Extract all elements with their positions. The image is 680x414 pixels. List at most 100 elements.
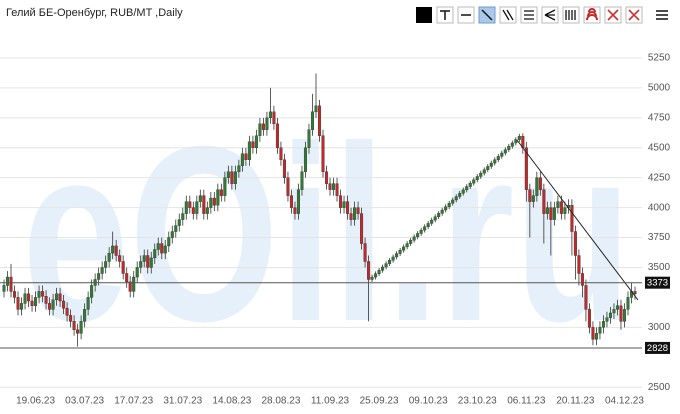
candle-body <box>163 245 167 254</box>
candle-body <box>69 315 73 322</box>
candle-body <box>146 255 150 268</box>
candle-body <box>300 171 304 190</box>
candle-body <box>468 182 472 187</box>
tool-hline[interactable] <box>457 6 475 24</box>
candle-body <box>37 291 41 298</box>
candle-body <box>510 142 514 147</box>
candle-body <box>240 153 244 166</box>
candle-body <box>598 327 602 334</box>
candle-body <box>465 186 469 191</box>
tool-delete[interactable] <box>604 6 622 24</box>
candle-body <box>111 245 115 254</box>
candle-body <box>104 261 108 268</box>
candle-body <box>279 147 283 160</box>
overlays: 3373 2828 <box>0 276 670 354</box>
candle-body <box>388 260 392 264</box>
candle-body <box>72 321 76 330</box>
candle-body <box>58 293 62 302</box>
candle-body <box>332 183 336 190</box>
y-tick-label: 4750 <box>648 112 671 123</box>
candle-body <box>209 197 213 208</box>
candle-body <box>339 195 343 208</box>
candle-body <box>556 201 560 208</box>
candle-body <box>324 171 329 184</box>
x-tick-label: 04.12.23 <box>605 396 644 407</box>
candle-body <box>191 207 195 214</box>
x-tick-label: 20.11.23 <box>556 396 595 407</box>
candle-body <box>296 189 300 214</box>
tool-channel[interactable] <box>499 6 517 24</box>
candle-body <box>577 255 581 274</box>
x-tick-label: 06.11.23 <box>507 396 546 407</box>
candle-body <box>265 117 269 130</box>
x-tick-label: 25.09.23 <box>360 396 399 407</box>
candle-body <box>51 299 55 310</box>
candle-body <box>167 237 171 247</box>
candle-body <box>188 201 192 208</box>
tool-trendline[interactable] <box>478 6 496 24</box>
candle-body <box>528 189 532 202</box>
candle-body <box>479 172 483 177</box>
candle-body <box>524 147 528 190</box>
candle-body <box>90 285 94 298</box>
candle-body <box>440 209 444 214</box>
candle-body <box>493 159 497 164</box>
candle-body <box>254 135 258 148</box>
x-tick-label: 14.08.23 <box>212 396 251 407</box>
candle-body <box>538 177 542 190</box>
candle-body <box>223 177 227 196</box>
tool-arcs[interactable] <box>583 6 601 24</box>
candle-body <box>195 201 199 214</box>
candle-body <box>149 257 153 268</box>
candle-body <box>601 321 605 328</box>
candle-body <box>633 291 637 295</box>
candle-body <box>142 255 146 262</box>
tool-vlines[interactable] <box>562 6 580 24</box>
menu[interactable] <box>654 8 670 22</box>
candle-body <box>310 111 315 130</box>
candle-body <box>328 183 332 190</box>
candle-body <box>454 196 458 201</box>
candle-body <box>16 297 20 310</box>
candle-body <box>342 201 346 208</box>
candle-body <box>591 327 595 340</box>
candle-body <box>573 231 577 256</box>
candle-body <box>2 285 6 292</box>
candle-body <box>377 270 381 274</box>
level-label: 3373 <box>647 278 668 289</box>
candle-body <box>458 193 462 197</box>
candle-body <box>160 243 164 254</box>
candle-body <box>626 297 630 310</box>
x-tick-label: 09.10.23 <box>409 396 448 407</box>
candle-body <box>405 243 409 248</box>
candle-body <box>48 303 52 310</box>
candle-body <box>552 207 556 220</box>
candle-body <box>542 189 546 214</box>
candle-body <box>503 149 507 154</box>
candle-body <box>517 136 521 140</box>
candle-body <box>114 245 118 256</box>
tool-text[interactable] <box>436 6 454 24</box>
candle-body <box>360 213 364 244</box>
x-tick-label: 11.09.23 <box>311 396 350 407</box>
candle-body <box>563 207 567 214</box>
y-tick-label: 4500 <box>648 142 671 153</box>
tool-fill[interactable] <box>416 7 432 23</box>
candle-body <box>486 166 490 170</box>
tool-delete-all[interactable] <box>625 6 643 24</box>
candle-body <box>118 255 122 262</box>
candle-body <box>570 205 574 232</box>
candle-body <box>367 261 371 280</box>
candle-body <box>27 293 31 302</box>
candle-body <box>244 153 248 160</box>
candle-body <box>237 165 241 172</box>
candle-body <box>482 169 486 174</box>
candle-body <box>251 141 255 148</box>
tool-fan[interactable] <box>541 6 559 24</box>
y-tick-label: 2500 <box>648 382 671 393</box>
candle-body <box>219 189 223 196</box>
tool-lines[interactable] <box>520 6 538 24</box>
candle-body <box>398 250 402 254</box>
candle-body <box>181 213 185 220</box>
